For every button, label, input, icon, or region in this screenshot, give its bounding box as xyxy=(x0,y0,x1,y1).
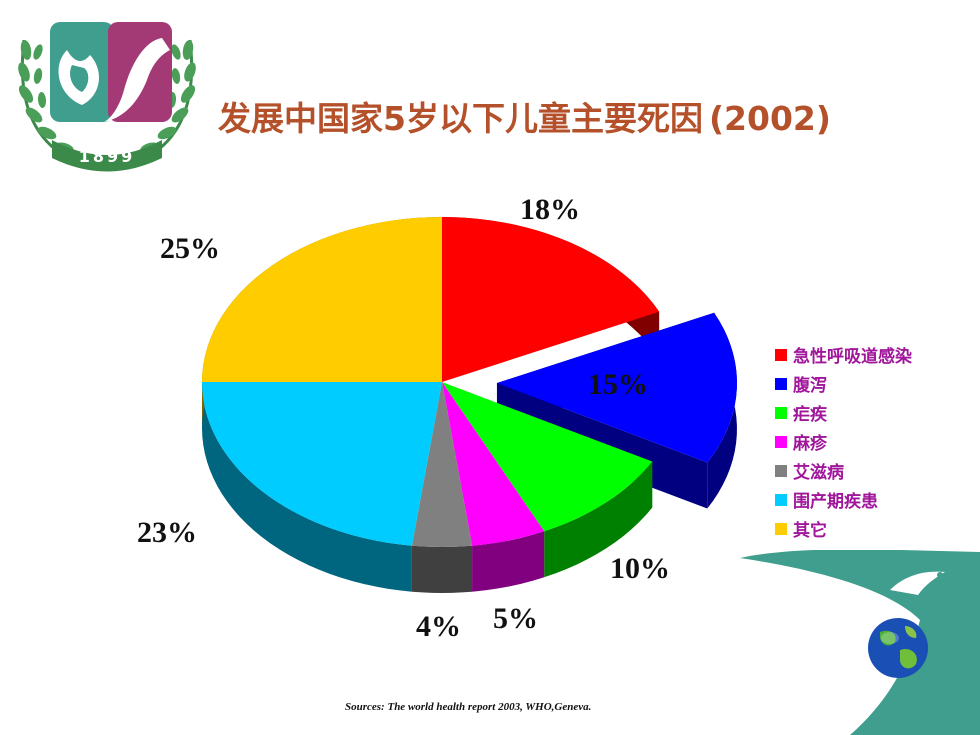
pie-tops xyxy=(202,217,737,547)
legend-swatch xyxy=(775,522,787,535)
source-note: Sources: The world health report 2003, W… xyxy=(345,701,592,713)
legend-swatch xyxy=(775,377,787,390)
pie-slice xyxy=(442,382,545,546)
emblem-icon xyxy=(50,22,172,122)
pie-slice-side xyxy=(411,545,473,593)
pct-label-aids: 4% xyxy=(416,610,461,643)
pie-slice-side xyxy=(472,531,545,592)
dove-globe-decoration xyxy=(740,550,980,735)
legend-label: 急性呼吸道感染 xyxy=(793,347,912,367)
pie-slice xyxy=(442,217,660,382)
legend-swatch xyxy=(775,435,787,448)
legend-item: 艾滋病 xyxy=(775,456,912,485)
title-text: 发展中国家5岁以下儿童主要死因 xyxy=(218,99,703,138)
legend-label: 麻疹 xyxy=(793,434,827,454)
pie-slice-side xyxy=(202,382,412,592)
legend-item: 其它 xyxy=(775,514,912,543)
title-year: (2002) xyxy=(708,99,831,138)
pie-slice-side xyxy=(544,461,653,578)
pct-label-diarrhea: 15% xyxy=(588,368,648,401)
pie-slice xyxy=(202,217,442,382)
legend-label: 疟疾 xyxy=(793,405,827,425)
legend-swatch xyxy=(775,348,787,361)
legend-item: 麻疹 xyxy=(775,427,912,456)
legend-item: 急性呼吸道感染 xyxy=(775,340,912,369)
pct-label-malaria: 10% xyxy=(610,552,670,585)
logo-year: 1899 xyxy=(79,147,136,166)
slide-title: 发展中国家5岁以下儿童主要死因 (2002) xyxy=(218,92,831,140)
globe-icon xyxy=(868,618,928,678)
university-logo: 1899 xyxy=(18,22,196,172)
legend-item: 疟疾 xyxy=(775,398,912,427)
pie-slice xyxy=(411,382,473,547)
pie-slice xyxy=(442,382,653,532)
pie-slice xyxy=(202,382,442,546)
legend-label: 艾滋病 xyxy=(793,463,844,483)
chart-legend: 急性呼吸道感染 腹泻 疟疾 麻疹 艾滋病 围产期疾患 其它 xyxy=(775,340,912,543)
legend-item: 腹泻 xyxy=(775,369,912,398)
pct-label-perinatal: 23% xyxy=(137,516,197,549)
legend-label: 其它 xyxy=(793,521,827,541)
logo-banner: 1899 xyxy=(52,140,162,172)
legend-swatch xyxy=(775,493,787,506)
legend-swatch xyxy=(775,406,787,419)
legend-swatch xyxy=(775,464,787,477)
legend-label: 围产期疾患 xyxy=(793,492,878,512)
legend-label: 腹泻 xyxy=(793,376,827,396)
pct-label-measles: 5% xyxy=(493,602,538,635)
legend-item: 围产期疾患 xyxy=(775,485,912,514)
pct-label-other: 25% xyxy=(160,232,220,265)
pie-slice xyxy=(496,312,737,463)
pct-label-respiratory: 18% xyxy=(520,193,580,226)
dove-icon xyxy=(740,550,980,735)
